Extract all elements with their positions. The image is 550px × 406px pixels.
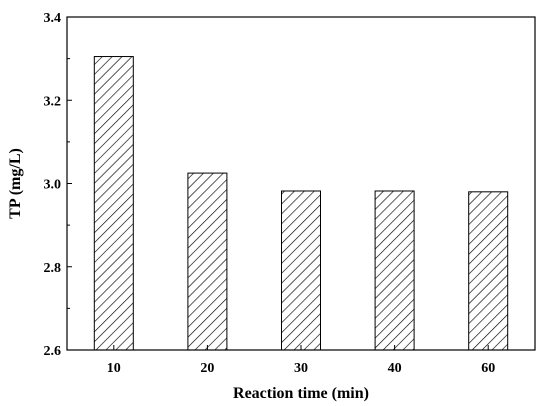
x-tick-label: 60 xyxy=(481,361,495,376)
bar-20 xyxy=(187,172,228,351)
x-ticks-group: 10 20 30 40 60 xyxy=(107,345,495,376)
y-tick-label: 3.2 xyxy=(44,94,62,109)
x-tick-label: 40 xyxy=(388,361,402,376)
x-tick-label: 20 xyxy=(200,361,214,376)
bars-group xyxy=(93,56,509,351)
y-tick-label: 3.4 xyxy=(44,11,62,26)
y-ticks-group: 2.6 2.8 3.0 3.2 3.4 xyxy=(44,11,72,359)
y-tick-label: 3.0 xyxy=(44,178,62,193)
bar-40 xyxy=(374,190,415,351)
x-tick-label: 10 xyxy=(107,361,121,376)
bar-60 xyxy=(468,191,509,351)
y-tick-label: 2.8 xyxy=(44,261,62,276)
plot-frame xyxy=(66,16,536,351)
x-axis-label: Reaction time (min) xyxy=(233,385,369,402)
y-tick-label: 2.6 xyxy=(44,344,62,359)
y-axis-label: TP (mg/L) xyxy=(7,148,24,219)
x-tick-label: 30 xyxy=(294,361,308,376)
bar-10 xyxy=(93,56,134,351)
bar-30 xyxy=(281,190,321,351)
